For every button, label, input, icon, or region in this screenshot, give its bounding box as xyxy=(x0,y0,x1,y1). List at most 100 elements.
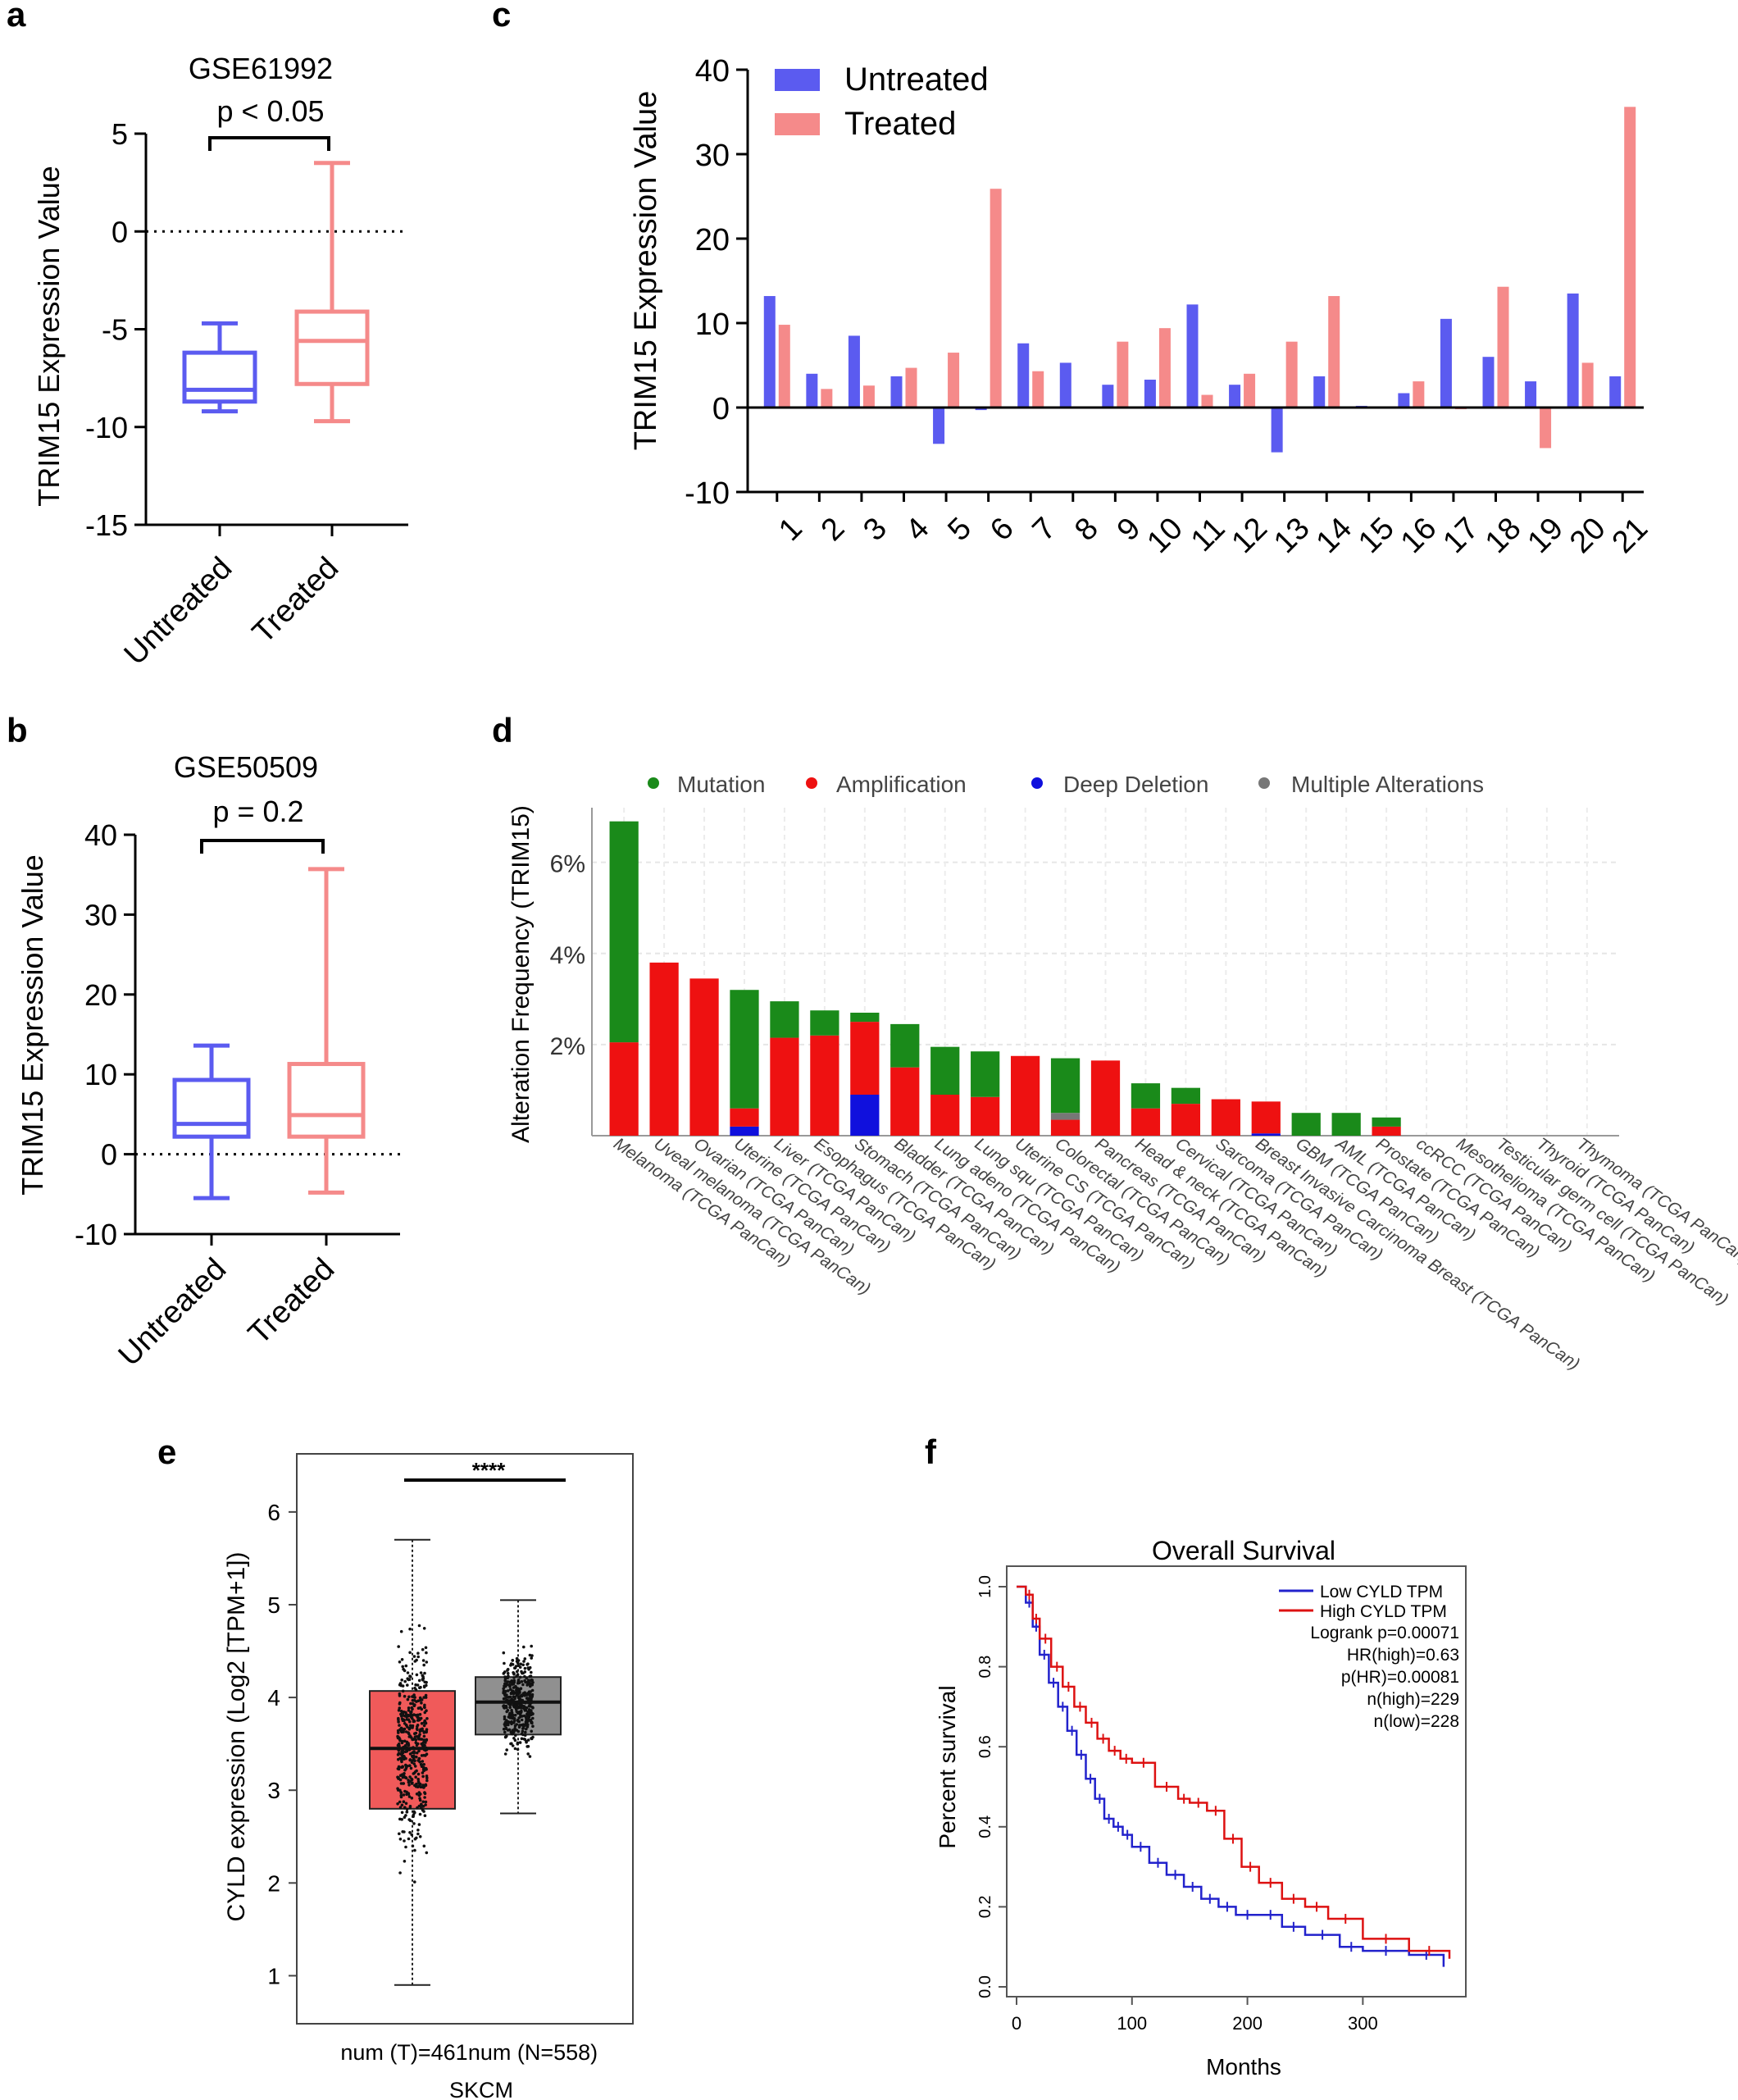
jitter-point xyxy=(528,1682,532,1685)
jitter-point xyxy=(415,1769,418,1773)
jitter-point xyxy=(526,1738,530,1742)
y-tick-label: 40 xyxy=(695,54,730,89)
jitter-point xyxy=(521,1663,525,1667)
jitter-point xyxy=(509,1692,513,1695)
jitter-point xyxy=(400,1739,404,1743)
jitter-point xyxy=(400,1773,404,1776)
jitter-point xyxy=(406,1683,409,1687)
survival-curve-high xyxy=(1017,1585,1451,1959)
bar-segment-mutation xyxy=(1331,1113,1361,1136)
bar-segment-mutation xyxy=(770,1001,799,1038)
jitter-point xyxy=(402,1793,406,1797)
bar-segment-mutation xyxy=(930,1046,960,1095)
jitter-point xyxy=(418,1706,422,1710)
jitter-point xyxy=(397,1731,400,1734)
jitter-point xyxy=(526,1679,530,1682)
jitter-point xyxy=(408,1805,412,1808)
panel-d-legend-multiple: Multiple Alterations xyxy=(1291,772,1484,797)
panel-a-title: GSE61992 xyxy=(189,52,333,85)
jitter-point xyxy=(506,1668,510,1671)
panel-d-legend-dot-multiple xyxy=(1258,777,1270,789)
jitter-point xyxy=(416,1779,421,1783)
x-tick-label: 21 xyxy=(1606,511,1655,560)
jitter-point xyxy=(403,1669,407,1673)
jitter-point xyxy=(525,1740,528,1744)
jitter-point xyxy=(522,1705,526,1708)
y-tick-label: 1 xyxy=(267,1963,280,1988)
bar-untreated xyxy=(1144,380,1156,408)
jitter-point xyxy=(510,1679,513,1683)
y-tick-label: 20 xyxy=(84,978,117,1012)
jitter-point xyxy=(405,1718,409,1721)
jitter-point xyxy=(407,1695,411,1699)
jitter-point xyxy=(403,1750,407,1753)
jitter-point xyxy=(399,1629,403,1633)
y-tick-label: 10 xyxy=(695,307,730,342)
bar-segment-mutation xyxy=(1171,1087,1201,1105)
jitter-point xyxy=(397,1720,400,1724)
jitter-point xyxy=(519,1705,523,1709)
bar-untreated xyxy=(1059,362,1071,408)
jitter-point xyxy=(528,1693,531,1697)
jitter-point xyxy=(425,1738,428,1742)
jitter-point xyxy=(524,1730,527,1734)
jitter-point xyxy=(523,1666,527,1670)
jitter-point xyxy=(422,1786,425,1789)
jitter-point xyxy=(422,1696,425,1699)
y-tick-label: 0.4 xyxy=(976,1815,994,1838)
y-tick-label: 2 xyxy=(267,1870,280,1896)
jitter-point xyxy=(401,1689,405,1693)
y-tick-label: 20 xyxy=(695,223,730,257)
jitter-point xyxy=(398,1756,403,1760)
x-tick-label: 11 xyxy=(1185,511,1232,558)
jitter-point xyxy=(416,1772,421,1776)
jitter-point xyxy=(513,1738,517,1742)
jitter-point xyxy=(416,1699,421,1702)
jitter-point xyxy=(396,1802,399,1806)
jitter-point xyxy=(517,1725,521,1729)
panel-e-xlabel: SKCM xyxy=(449,2078,513,2100)
jitter-point xyxy=(408,1752,412,1756)
panel-f-ylabel: Percent survival xyxy=(935,1685,960,1848)
panel-d-stacked-bar: Alteration Frequency (TRIM15) Mutation A… xyxy=(507,772,1738,1373)
jitter-point xyxy=(511,1682,515,1685)
y-tick-label: 0 xyxy=(111,215,128,248)
jitter-point xyxy=(403,1694,407,1698)
jitter-point xyxy=(514,1707,518,1711)
jitter-point xyxy=(503,1720,507,1724)
jitter-point xyxy=(503,1661,506,1665)
panel-d-legend-deep-deletion: Deep Deletion xyxy=(1063,772,1208,797)
jitter-point xyxy=(421,1783,425,1787)
panel-b-pvalue: p = 0.2 xyxy=(212,795,303,828)
jitter-point xyxy=(403,1806,407,1809)
panel-b-ylabel: TRIM15 Expression Value xyxy=(16,854,49,1196)
jitter-point xyxy=(409,1701,412,1706)
panel-e-boxplot: CYLD expression (Log2 [TPM+1]) **** num … xyxy=(223,1453,634,2100)
jitter-point xyxy=(513,1747,517,1751)
panel-d-legend-dot-deep-deletion xyxy=(1031,777,1043,789)
jitter-point xyxy=(516,1720,520,1723)
jitter-point xyxy=(506,1671,510,1675)
panel-f-stat-hr: HR(high)=0.63 xyxy=(1347,1646,1459,1665)
jitter-point xyxy=(400,1679,404,1682)
panel-c-legend-treated: Treated xyxy=(844,106,956,142)
panel-c-legend-swatch-treated xyxy=(775,113,820,135)
panel-a-pvalue: p < 0.05 xyxy=(216,94,324,128)
jitter-point xyxy=(402,1800,406,1803)
jitter-point xyxy=(511,1713,515,1717)
bar-segment-mutation xyxy=(1050,1058,1081,1114)
jitter-point xyxy=(401,1765,404,1769)
jitter-point xyxy=(521,1671,524,1675)
jitter-point xyxy=(398,1832,401,1836)
jitter-point xyxy=(421,1678,425,1681)
bar-untreated xyxy=(1482,357,1495,408)
jitter-point xyxy=(518,1689,521,1692)
jitter-point xyxy=(420,1701,423,1705)
jitter-point xyxy=(526,1717,530,1721)
y-tick-label: 0.2 xyxy=(976,1895,994,1918)
jitter-point xyxy=(514,1733,517,1737)
jitter-point xyxy=(408,1724,412,1728)
panel-e-group-label-tumor: num (T)=461 xyxy=(340,2040,467,2065)
bar-segment-mutation xyxy=(609,821,639,1043)
